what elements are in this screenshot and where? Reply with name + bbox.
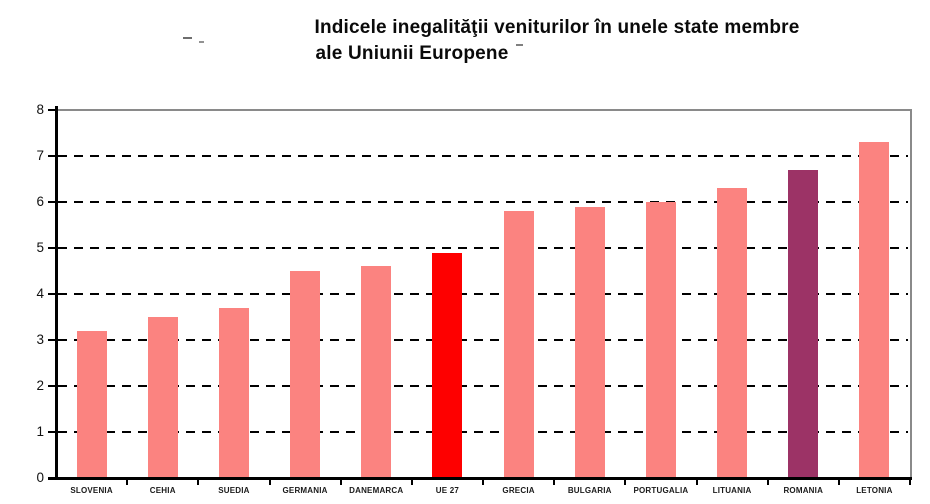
gridline-6 [58, 201, 908, 203]
x-tick-7 [624, 480, 627, 485]
x-axis-label-germania: GERMANIA [282, 486, 328, 495]
y-tick-5 [48, 247, 56, 249]
frame-top-line [56, 109, 912, 111]
bar-suedia [218, 307, 249, 477]
x-axis-line [48, 477, 912, 480]
chart-title-line2: ale Uniunii Europene [315, 43, 509, 64]
bar-bulgaria [574, 206, 605, 477]
y-axis-label-5: 5 [36, 240, 44, 255]
scan-artifact-dash [516, 44, 523, 46]
bar-ue-27 [432, 252, 463, 477]
y-axis-label-6: 6 [36, 194, 44, 209]
y-tick-8 [48, 109, 56, 111]
x-tick-0 [126, 480, 129, 485]
scan-artifact-dash [199, 41, 204, 43]
chart-title-line1: Indicele inegalităţii veniturilor în une… [314, 17, 800, 38]
y-tick-7 [48, 155, 56, 157]
gridline-1 [58, 431, 908, 433]
gridline-7 [58, 155, 908, 157]
x-tick-6 [553, 480, 556, 485]
x-tick-1 [197, 480, 200, 485]
y-axis-label-2: 2 [36, 378, 44, 393]
bar-romania [788, 169, 819, 477]
x-axis-label-portugalia: PORTUGALIA [633, 486, 689, 495]
bar-grecia [503, 211, 534, 477]
y-axis-label-7: 7 [36, 148, 44, 163]
x-axis-label-lituania: LITUANIA [712, 486, 752, 495]
gridline-4 [58, 293, 908, 295]
bar-letonia [859, 142, 890, 477]
bar-portugalia [645, 202, 676, 477]
y-tick-0 [48, 477, 56, 479]
x-tick-9 [766, 480, 769, 485]
x-tick-5 [482, 480, 484, 485]
y-axis-label-3: 3 [36, 332, 44, 347]
bar-danemarca [361, 266, 392, 477]
y-tick-3 [48, 339, 56, 341]
bar-slovenia [76, 330, 107, 477]
y-axis-label-0: 0 [36, 470, 44, 485]
x-axis-label-romania: ROMANIA [783, 486, 824, 495]
x-axis-label-danemarca: DANEMARCA [349, 486, 404, 495]
bar-germania [290, 271, 321, 477]
x-tick-4 [410, 480, 413, 485]
frame-right-line [910, 109, 912, 478]
y-axis-label-1: 1 [36, 424, 44, 439]
scan-artifact-dash [183, 37, 192, 39]
gridline-5 [58, 247, 908, 249]
x-axis-label-slovenia: SLOVENIA [70, 486, 113, 495]
x-tick-3 [339, 480, 342, 485]
x-tick-11 [909, 480, 911, 485]
y-tick-6 [48, 201, 56, 203]
y-tick-1 [48, 431, 56, 433]
x-axis-label-bulgaria: BULGARIA [567, 486, 612, 495]
y-axis-label-8: 8 [36, 102, 44, 117]
x-axis-label-letonia: LETONIA [856, 486, 893, 495]
x-axis-label-grecia: GRECIA [502, 486, 535, 495]
bar-lituania [717, 188, 748, 477]
x-tick-10 [837, 480, 840, 485]
x-axis-label-suedia: SUEDIA [218, 486, 250, 495]
y-tick-2 [48, 385, 56, 387]
gridline-3 [58, 339, 908, 341]
x-tick-8 [695, 480, 698, 485]
x-axis-label-cehia: CEHIA [149, 486, 176, 495]
y-axis-line [55, 106, 58, 478]
x-axis-label-ue-27: UE 27 [435, 486, 460, 495]
bar-cehia [147, 317, 178, 477]
gridline-2 [58, 385, 908, 387]
x-tick-2 [268, 480, 271, 485]
y-axis-label-4: 4 [36, 286, 44, 301]
y-tick-4 [48, 293, 56, 295]
